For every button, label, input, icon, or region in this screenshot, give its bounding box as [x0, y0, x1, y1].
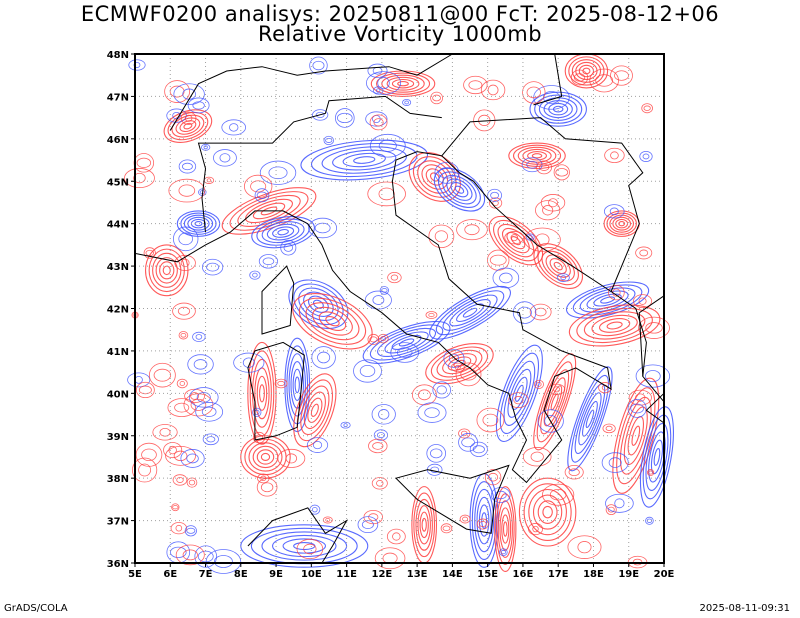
lat-tick-label: 46N [107, 135, 129, 146]
coastline [247, 341, 305, 441]
lon-tick-label: 13E [407, 569, 428, 580]
lat-tick-label: 42N [107, 305, 129, 316]
lat-tick-label: 48N [107, 50, 129, 61]
chart-subtitle: Relative Vorticity 1000mb [257, 22, 543, 46]
lat-lon-grid [135, 54, 664, 563]
coastline [533, 53, 563, 106]
lat-tick-label: 47N [107, 92, 129, 103]
lon-tick-label: 16E [513, 569, 534, 580]
latitude-axis: 48N 47N 46N 45N 44N 43N 42N 41N 40N 39N 38N 37N 36N [107, 50, 135, 570]
lon-tick-label: 14E [442, 569, 463, 580]
coastline [261, 265, 295, 335]
coastlines [134, 53, 665, 564]
lon-tick-label: 5E [128, 569, 142, 580]
lon-tick-label: 15E [477, 569, 498, 580]
coastline [197, 95, 442, 233]
coastline [638, 295, 665, 377]
lon-tick-label: 18E [583, 569, 604, 580]
coastline [134, 151, 665, 484]
coastline [441, 117, 644, 292]
lon-tick-label: 11E [336, 569, 357, 580]
lon-tick-label: 9E [269, 569, 283, 580]
coastline [169, 53, 453, 131]
coastline [247, 507, 348, 564]
lat-tick-label: 45N [107, 177, 129, 188]
footer-credit: GrADS/COLA [4, 603, 68, 614]
lon-tick-label: 6E [163, 569, 177, 580]
lon-tick-label: 19E [618, 569, 639, 580]
lon-tick-label: 17E [548, 569, 569, 580]
lat-tick-label: 39N [107, 432, 129, 443]
lon-tick-label: 8E [234, 569, 248, 580]
chart-title: ECMWF0200 analisys: 20250811@00 FcT: 202… [80, 2, 720, 26]
lat-tick-label: 37N [107, 517, 129, 528]
lon-tick-label: 20E [654, 569, 675, 580]
coastline [645, 392, 665, 424]
coastline [395, 464, 510, 534]
lat-tick-label: 43N [107, 262, 129, 273]
lon-tick-label: 10E [301, 569, 322, 580]
lat-tick-label: 41N [107, 347, 129, 358]
lon-tick-label: 7E [199, 569, 213, 580]
footer-timestamp: 2025-08-11-09:31 [699, 603, 790, 614]
longitude-axis: 5E 6E 7E 8E 9E 10E 11E 12E 13E 14E 15E 16E 17E 18E 19E… [128, 563, 675, 580]
lat-tick-label: 40N [107, 389, 129, 400]
vorticity-field [124, 53, 674, 574]
lat-tick-label: 38N [107, 474, 129, 485]
lat-tick-label: 36N [107, 559, 129, 570]
lat-tick-label: 44N [107, 220, 129, 231]
lon-tick-label: 12E [371, 569, 392, 580]
